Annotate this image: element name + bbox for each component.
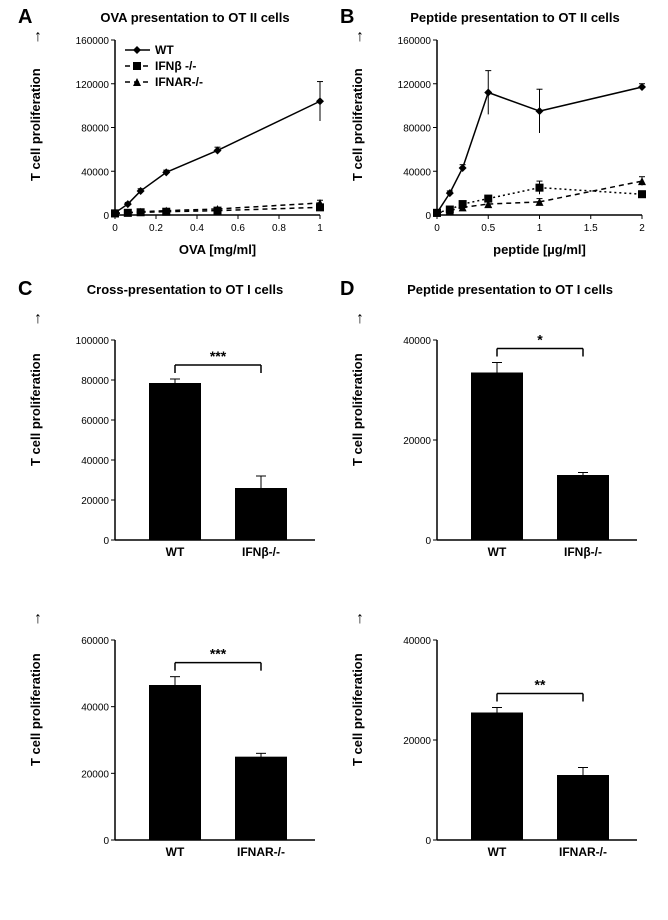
svg-text:20000: 20000 [403, 436, 431, 447]
svg-text:OVA [mg/ml]: OVA [mg/ml] [179, 242, 256, 257]
panel-d-chart2: 0 20000 40000 WT IFNAR-/- ** [382, 610, 647, 875]
svg-text:20000: 20000 [81, 496, 109, 507]
svg-text:0: 0 [112, 223, 118, 234]
svg-text:IFNβ-/-: IFNβ-/- [242, 545, 280, 559]
svg-text:0.4: 0.4 [190, 223, 204, 234]
svg-text:80000: 80000 [81, 376, 109, 387]
panel-b-ylabel: T cell proliferation [350, 50, 365, 200]
svg-text:0: 0 [425, 536, 431, 547]
bar-chart-d1: 0 20000 40000 WT IFNβ-/- * [382, 310, 647, 570]
panel-label-d: D [340, 278, 354, 301]
panel-c-chart2: 0 20000 40000 60000 WT IFNAR-/- *** [60, 610, 325, 875]
svg-text:0.5: 0.5 [481, 223, 495, 234]
line-chart-b: 0 40000 80000 120000 160000 0 0.5 1 1.5 2 peptide … [382, 30, 652, 260]
panel-d-title: Peptide presentation to OT I cells [370, 282, 650, 297]
svg-text:WT: WT [488, 545, 507, 559]
panel-d-yarrow2: ↑ [356, 610, 364, 628]
panel-d-ylabel1: T cell proliferation [350, 335, 365, 485]
panel-b-yarrow: ↑ [356, 28, 364, 46]
svg-text:160000: 160000 [398, 36, 432, 47]
bar-chart-c2: 0 20000 40000 60000 WT IFNAR-/- *** [60, 610, 325, 870]
svg-text:IFNAR-/-: IFNAR-/- [155, 75, 203, 89]
svg-text:0: 0 [103, 536, 109, 547]
svg-text:40000: 40000 [81, 167, 109, 178]
svg-text:***: *** [210, 646, 227, 662]
svg-text:0: 0 [103, 211, 109, 222]
svg-text:IFNβ-/-: IFNβ-/- [564, 545, 602, 559]
panel-d-chart1: 0 20000 40000 WT IFNβ-/- * [382, 310, 647, 575]
svg-text:IFNAR-/-: IFNAR-/- [559, 845, 607, 859]
panel-c-ylabel1: T cell proliferation [28, 335, 43, 485]
svg-text:80000: 80000 [403, 124, 431, 135]
svg-text:WT: WT [155, 43, 174, 57]
svg-text:0: 0 [425, 836, 431, 847]
svg-text:2: 2 [639, 223, 645, 234]
panel-a-ylabel: T cell proliferation [28, 50, 43, 200]
svg-text:peptide [µg/ml]: peptide [µg/ml] [493, 242, 586, 257]
svg-text:80000: 80000 [81, 124, 109, 135]
svg-text:1.5: 1.5 [584, 223, 598, 234]
svg-text:0.8: 0.8 [272, 223, 286, 234]
svg-text:WT: WT [166, 845, 185, 859]
panel-b-chart: 0 40000 80000 120000 160000 0 0.5 1 1.5 2 peptide … [382, 30, 652, 265]
svg-text:20000: 20000 [81, 769, 109, 780]
svg-text:0: 0 [434, 223, 440, 234]
svg-text:120000: 120000 [76, 80, 110, 91]
svg-text:20000: 20000 [403, 736, 431, 747]
panel-c-chart1: 0 20000 40000 60000 80000 100000 WT IFNβ-/- *** [60, 310, 325, 575]
panel-c-yarrow1: ↑ [34, 310, 42, 328]
svg-text:WT: WT [488, 845, 507, 859]
svg-text:40000: 40000 [403, 636, 431, 647]
svg-text:***: *** [210, 348, 227, 364]
svg-text:120000: 120000 [398, 80, 432, 91]
panel-a-title: OVA presentation to OT II cells [70, 10, 320, 25]
svg-text:1: 1 [537, 223, 543, 234]
panel-c-yarrow2: ↑ [34, 610, 42, 628]
panel-b-title: Peptide presentation to OT II cells [370, 10, 660, 25]
panel-c-title: Cross-presentation to OT I cells [50, 282, 320, 297]
svg-text:IFNβ -/-: IFNβ -/- [155, 59, 196, 73]
svg-text:40000: 40000 [81, 456, 109, 467]
svg-text:100000: 100000 [76, 336, 110, 347]
svg-text:160000: 160000 [76, 36, 110, 47]
panel-c-ylabel2: T cell proliferation [28, 635, 43, 785]
panel-d-ylabel2: T cell proliferation [350, 635, 365, 785]
svg-text:**: ** [535, 677, 546, 693]
panel-a-yarrow: ↑ [34, 28, 42, 46]
panel-a-chart: 0 40000 80000 120000 160000 0 0.2 0.4 0.6 0.8 1 OVA… [60, 30, 330, 265]
bar-chart-c1: 0 20000 40000 60000 80000 100000 WT IFNβ-/- *** [60, 310, 325, 570]
svg-text:0: 0 [425, 211, 431, 222]
line-chart-a: 0 40000 80000 120000 160000 0 0.2 0.4 0.6 0.8 1 OVA… [60, 30, 330, 260]
panel-label-a: A [18, 6, 32, 29]
svg-text:0: 0 [103, 836, 109, 847]
svg-text:40000: 40000 [403, 336, 431, 347]
svg-text:40000: 40000 [81, 703, 109, 714]
svg-text:WT: WT [166, 545, 185, 559]
svg-text:40000: 40000 [403, 167, 431, 178]
svg-text:*: * [537, 332, 543, 348]
panel-label-b: B [340, 6, 354, 29]
svg-text:0.6: 0.6 [231, 223, 245, 234]
svg-text:60000: 60000 [81, 416, 109, 427]
svg-text:0.2: 0.2 [149, 223, 163, 234]
panel-d-yarrow1: ↑ [356, 310, 364, 328]
svg-text:60000: 60000 [81, 636, 109, 647]
svg-text:IFNAR-/-: IFNAR-/- [237, 845, 285, 859]
svg-text:1: 1 [317, 223, 323, 234]
bar-chart-d2: 0 20000 40000 WT IFNAR-/- ** [382, 610, 647, 870]
panel-label-c: C [18, 278, 32, 301]
